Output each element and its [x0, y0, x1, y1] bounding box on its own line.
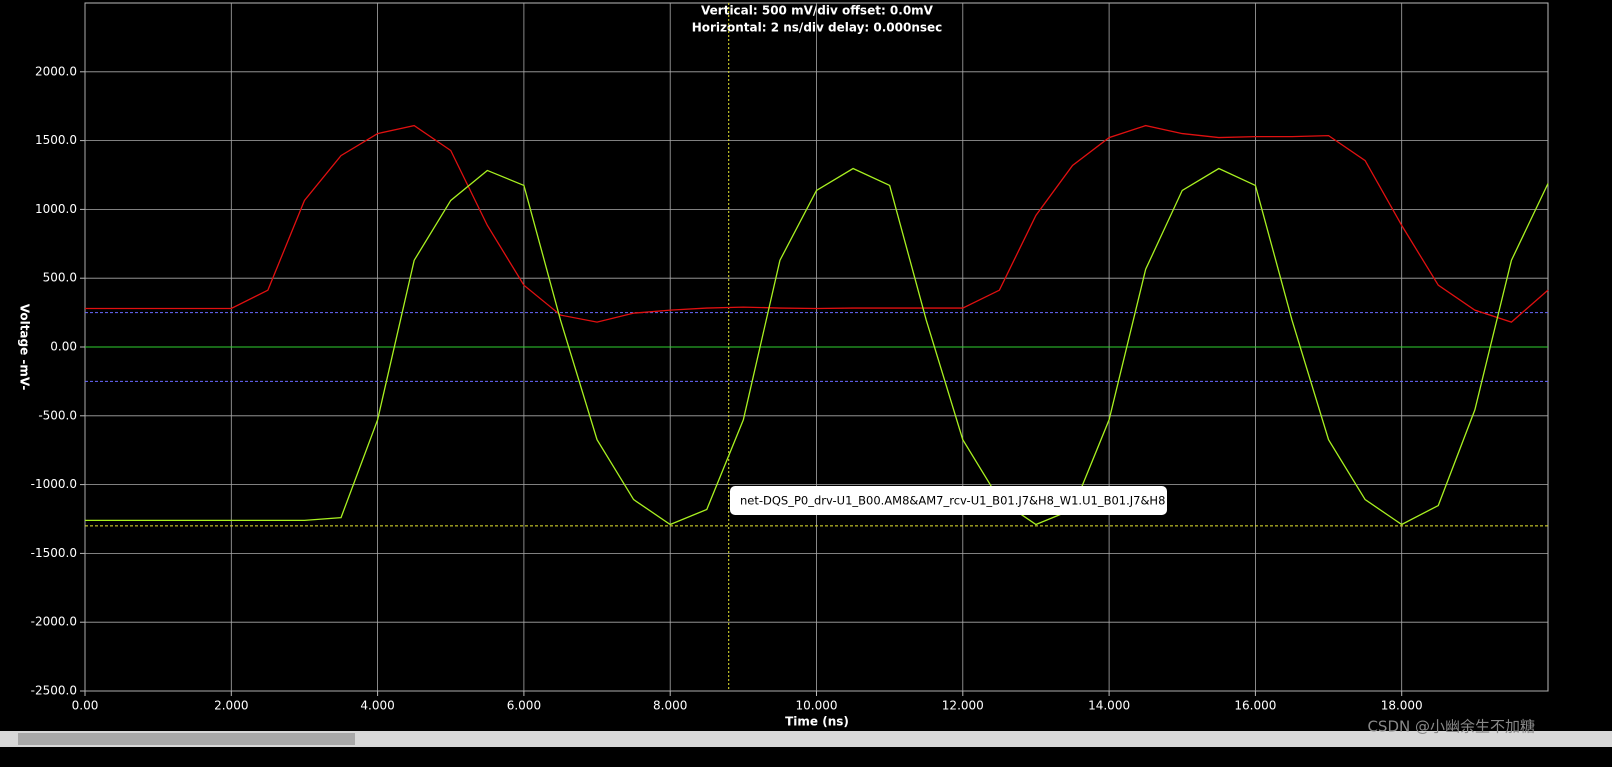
x-tick-label: 14.000: [1088, 699, 1130, 713]
tooltip-box: [730, 486, 1167, 515]
watermark: CSDN @小幽余生不加糖: [1367, 718, 1535, 736]
header-line: Vertical: 500 mV/div offset: 0.0mV: [701, 4, 934, 18]
x-axis-label: Time (ns): [785, 715, 849, 729]
y-tick-label: -1500.0: [31, 546, 77, 560]
x-tick-label: 10.000: [796, 699, 838, 713]
series-line: [85, 124, 1549, 323]
y-tick-label: -1000.0: [31, 477, 77, 491]
series-line: [85, 167, 1549, 526]
y-tick-label: 2000.0: [35, 64, 77, 78]
y-tick-label: 1000.0: [35, 202, 77, 216]
y-tick-label: -2000.0: [31, 615, 77, 629]
x-tick-label: 6.000: [507, 699, 541, 713]
y-tick-label: -2500.0: [31, 684, 77, 698]
y-tick-label: 500.0: [43, 271, 77, 285]
y-tick-label: -500.0: [38, 408, 77, 422]
x-tick-label: 12.000: [942, 699, 984, 713]
y-tick-label: 0.00: [50, 340, 77, 354]
x-tick-label: 16.000: [1234, 699, 1276, 713]
y-axis-label: Voltage -mV-: [18, 304, 32, 391]
x-tick-label: 8.000: [653, 699, 687, 713]
y-tick-label: 1500.0: [35, 133, 77, 147]
x-tick-label: 4.000: [360, 699, 394, 713]
x-tick-label: 0.00: [72, 699, 99, 713]
header-line: Horizontal: 2 ns/div delay: 0.000nsec: [692, 21, 943, 35]
x-tick-label: 18.000: [1381, 699, 1423, 713]
tooltip: net-DQS_P0_drv-U1_B00.AM8&AM7_rcv-U1_B01…: [740, 494, 1165, 508]
scrollbar-thumb[interactable]: [18, 733, 355, 745]
x-tick-label: 2.000: [214, 699, 248, 713]
scrollbar[interactable]: [0, 731, 1612, 747]
